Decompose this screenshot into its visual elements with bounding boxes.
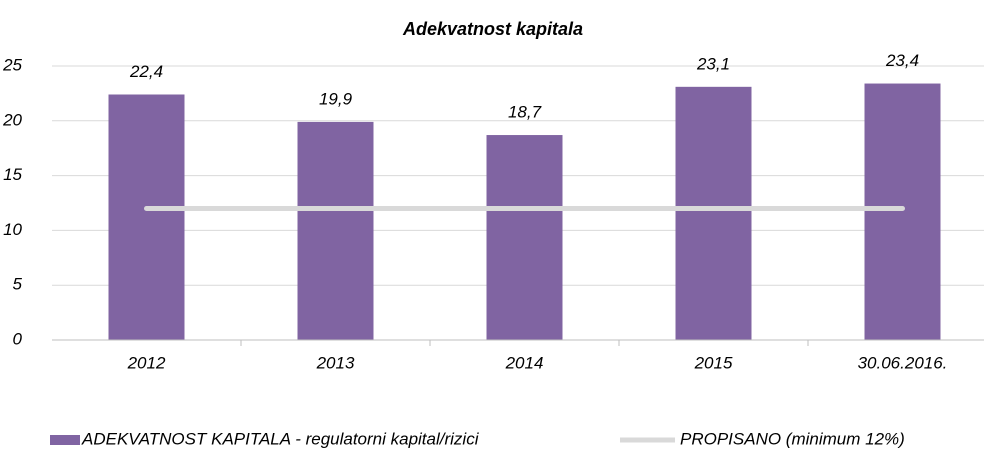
y-tick-label: 5 [13,275,23,294]
data-label: 23,1 [696,54,730,73]
y-tick-label: 10 [3,220,22,239]
y-tick-label: 15 [3,165,22,184]
x-tick-label: 2012 [127,353,166,372]
legend-label: ADEKVATNOST KAPITALA - regulatorni kapit… [81,429,480,448]
x-tick-label: 30.06.2016. [858,353,948,372]
bar [108,94,185,340]
bar [297,121,374,341]
bar [486,135,563,340]
data-label: 22,4 [129,62,163,81]
bar [675,86,752,340]
data-label: 23,4 [885,51,919,70]
y-tick-label: 0 [13,329,23,348]
data-label: 18,7 [508,103,542,122]
y-tick-label: 20 [2,110,22,129]
x-tick-label: 2013 [316,353,355,372]
data-label: 19,9 [319,89,353,108]
x-tick-label: 2014 [505,353,544,372]
bar [864,83,941,340]
x-tick-label: 2015 [694,353,733,372]
chart-title: Adekvatnost kapitala [402,19,583,39]
legend-label: PROPISANO (minimum 12%) [680,429,905,448]
y-tick-label: 25 [2,55,22,74]
legend-swatch [50,435,80,445]
